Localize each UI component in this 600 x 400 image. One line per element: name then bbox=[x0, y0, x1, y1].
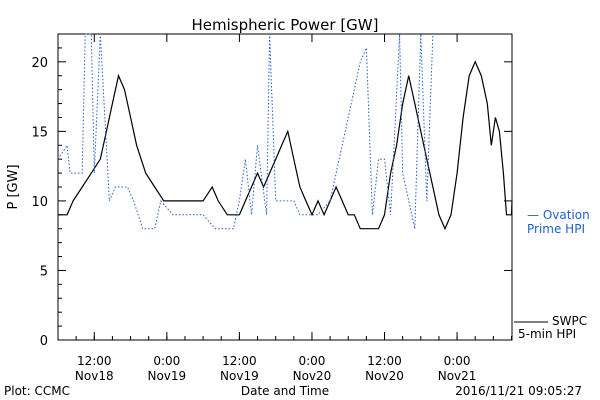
y-axis-label: P [GW] bbox=[6, 164, 21, 209]
y-tick-label: 20 bbox=[31, 56, 48, 71]
x-tick-day: Nov18 bbox=[75, 369, 114, 383]
legend-ovation-line2: Prime HPI bbox=[527, 222, 585, 236]
x-tick-time: 12:00 bbox=[222, 354, 257, 368]
x-tick-time: 12:00 bbox=[77, 354, 112, 368]
x-tick-time: 0:00 bbox=[444, 354, 471, 368]
x-tick-time: 0:00 bbox=[298, 354, 325, 368]
x-tick-day: Nov19 bbox=[220, 369, 259, 383]
x-tick-time: 12:00 bbox=[367, 354, 402, 368]
legend-swpc-line2: 5-min HPI bbox=[518, 327, 576, 341]
x-tick-day: Nov20 bbox=[365, 369, 404, 383]
x-tick-day: Nov21 bbox=[438, 369, 477, 383]
chart-title: Hemispheric Power [GW] bbox=[192, 16, 379, 34]
legend-swpc-line1: SWPC bbox=[552, 314, 587, 328]
y-tick-label: 5 bbox=[40, 264, 48, 279]
y-tick-label: 0 bbox=[40, 334, 48, 349]
timestamp: 2016/11/21 09:05:27 bbox=[455, 384, 582, 398]
y-tick-label: 15 bbox=[31, 125, 48, 140]
ovation-prime-series-line bbox=[57, 33, 434, 230]
plot-credit: Plot: CCMC bbox=[4, 384, 70, 398]
x-tick-day: Nov19 bbox=[147, 369, 186, 383]
x-axis-ticks: 12:00Nov180:00Nov1912:00Nov190:00Nov2012… bbox=[57, 34, 512, 383]
x-tick-day: Nov20 bbox=[293, 369, 332, 383]
y-axis-ticks: 0 5 10 15 20 bbox=[31, 33, 512, 349]
x-axis-label: Date and Time bbox=[241, 384, 329, 398]
y-tick-label: 10 bbox=[31, 195, 48, 210]
series-lines bbox=[57, 33, 513, 231]
swpc-series-line bbox=[58, 60, 513, 231]
legend-ovation-line1: — Ovation bbox=[527, 208, 590, 222]
x-tick-time: 0:00 bbox=[153, 354, 180, 368]
